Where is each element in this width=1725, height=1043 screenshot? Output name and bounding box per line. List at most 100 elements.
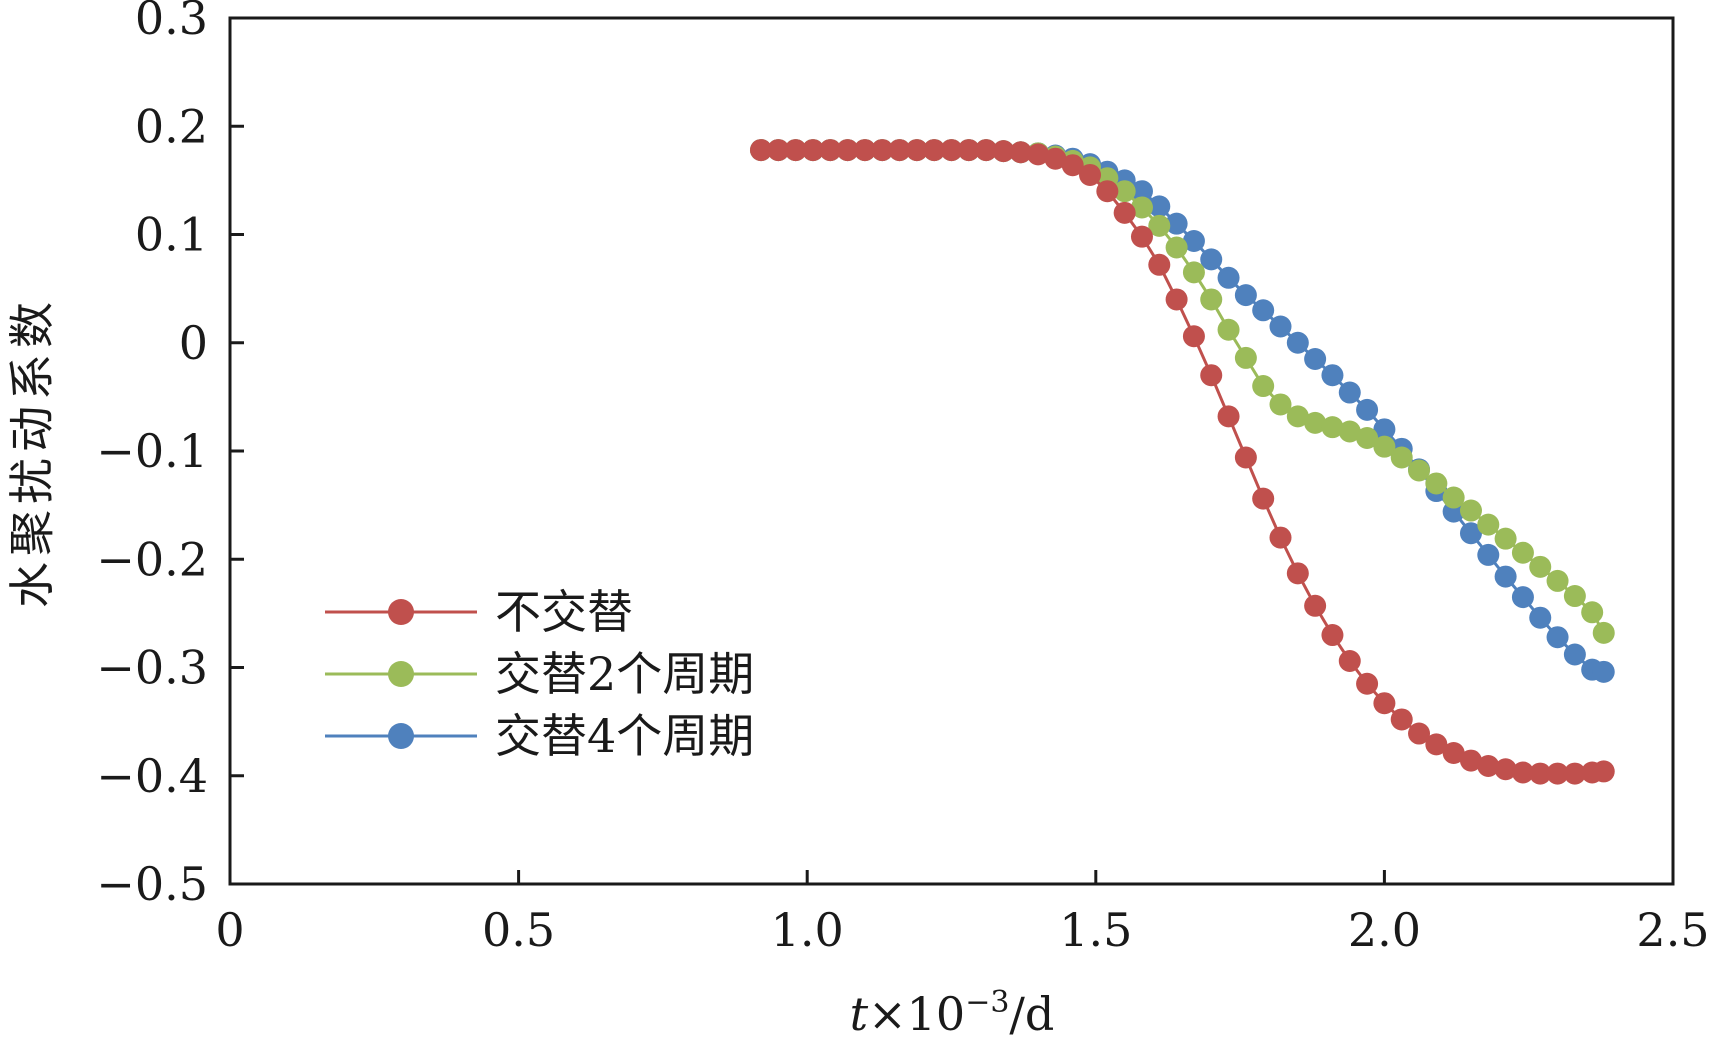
data-point (1252, 487, 1275, 510)
data-point (1148, 253, 1171, 276)
data-point (1373, 418, 1396, 441)
data-point (1373, 692, 1396, 715)
data-point (1477, 513, 1500, 536)
y-tick-label: −0.2 (96, 532, 208, 586)
data-point (1356, 427, 1379, 450)
data-point (1529, 762, 1552, 785)
x-tick-label: 1.0 (771, 903, 844, 957)
data-point (1286, 405, 1309, 428)
data-point (1009, 141, 1032, 164)
data-point (1234, 446, 1257, 469)
data-point (1494, 527, 1517, 550)
y-tick-label: 0.2 (135, 99, 208, 153)
data-point (975, 139, 998, 162)
data-point (1165, 212, 1188, 235)
data-point (1200, 248, 1223, 271)
data-point (1442, 486, 1465, 509)
data-point (1130, 196, 1153, 219)
x-axis-ticks: 0 0.5 1.0 1.5 2.0 2.5 (215, 870, 1710, 957)
data-point (801, 139, 824, 162)
data-point (1511, 541, 1534, 564)
series-layer (750, 139, 1615, 785)
data-point (1529, 606, 1552, 629)
data-point (1592, 621, 1615, 644)
data-point (1148, 195, 1171, 218)
data-point (1130, 225, 1153, 248)
data-point (1217, 318, 1240, 341)
data-point (1113, 180, 1136, 203)
data-point (1442, 742, 1465, 765)
data-point (923, 139, 946, 162)
data-point (784, 139, 807, 162)
data-point (1338, 381, 1361, 404)
series-3 (750, 139, 1615, 683)
data-point (1356, 398, 1379, 421)
data-point (1321, 364, 1344, 387)
data-point (1546, 626, 1569, 649)
y-tick-label: −0.3 (96, 641, 208, 695)
data-point (1563, 762, 1586, 785)
legend-swatch-marker (388, 661, 414, 687)
legend-label: 不交替 (495, 585, 633, 639)
data-point (1338, 420, 1361, 443)
data-point (1304, 347, 1327, 370)
data-point (1200, 288, 1223, 311)
data-point (1338, 650, 1361, 673)
data-point (905, 139, 928, 162)
data-point (1061, 154, 1084, 177)
x-tick-label: 2.5 (1636, 903, 1709, 957)
legend-item: 不交替 (325, 585, 633, 639)
data-point (1529, 555, 1552, 578)
data-point (1182, 229, 1205, 252)
data-point (1130, 180, 1153, 203)
data-point (1217, 405, 1240, 428)
x-tick-label: 1.5 (1059, 903, 1132, 957)
data-point (1182, 325, 1205, 348)
data-point (767, 139, 790, 162)
data-point (1217, 266, 1240, 289)
data-point (1182, 261, 1205, 284)
data-point (1592, 660, 1615, 683)
data-point (1477, 755, 1500, 778)
y-tick-label: −0.1 (96, 424, 208, 478)
y-tick-label: −0.5 (96, 857, 208, 911)
data-point (836, 139, 859, 162)
data-point (1459, 499, 1482, 522)
y-axis-label: 水聚扰动系数 (5, 296, 59, 608)
data-point (1546, 762, 1569, 785)
data-point (1200, 364, 1223, 387)
data-point (1269, 526, 1292, 549)
data-point (1234, 346, 1257, 369)
x-tick-label: 0 (215, 903, 244, 957)
data-point (1511, 761, 1534, 784)
data-point (1390, 708, 1413, 731)
data-point (1079, 163, 1102, 186)
x-tick-label: 2.0 (1348, 903, 1421, 957)
y-axis-ticks: 0.3 0.2 0.1 0 −0.1 −0.2 −0.3 −0.4 −0.5 (96, 0, 244, 911)
data-point (1373, 435, 1396, 458)
legend-swatch-marker (388, 723, 414, 749)
data-point (1044, 147, 1067, 170)
y-tick-label: 0.1 (135, 208, 208, 262)
legend-item: 交替4个周期 (325, 709, 754, 763)
x-axis-label: t×10−3/d (850, 985, 1055, 1041)
legend-item: 交替2个周期 (325, 647, 754, 701)
data-point (957, 139, 980, 162)
y-tick-label: 0 (179, 316, 208, 370)
data-point (1304, 594, 1327, 617)
data-point (1563, 585, 1586, 608)
y-tick-label: 0.3 (135, 0, 208, 45)
data-point (1165, 236, 1188, 259)
legend-label: 交替2个周期 (495, 647, 754, 701)
data-point (819, 139, 842, 162)
y-tick-label: −0.4 (96, 749, 208, 803)
data-point (1592, 760, 1615, 783)
data-point (1408, 459, 1431, 482)
data-point (1096, 180, 1119, 203)
data-point (940, 139, 963, 162)
legend-label: 交替4个周期 (495, 709, 754, 763)
data-point (1269, 393, 1292, 416)
data-point (1563, 643, 1586, 666)
